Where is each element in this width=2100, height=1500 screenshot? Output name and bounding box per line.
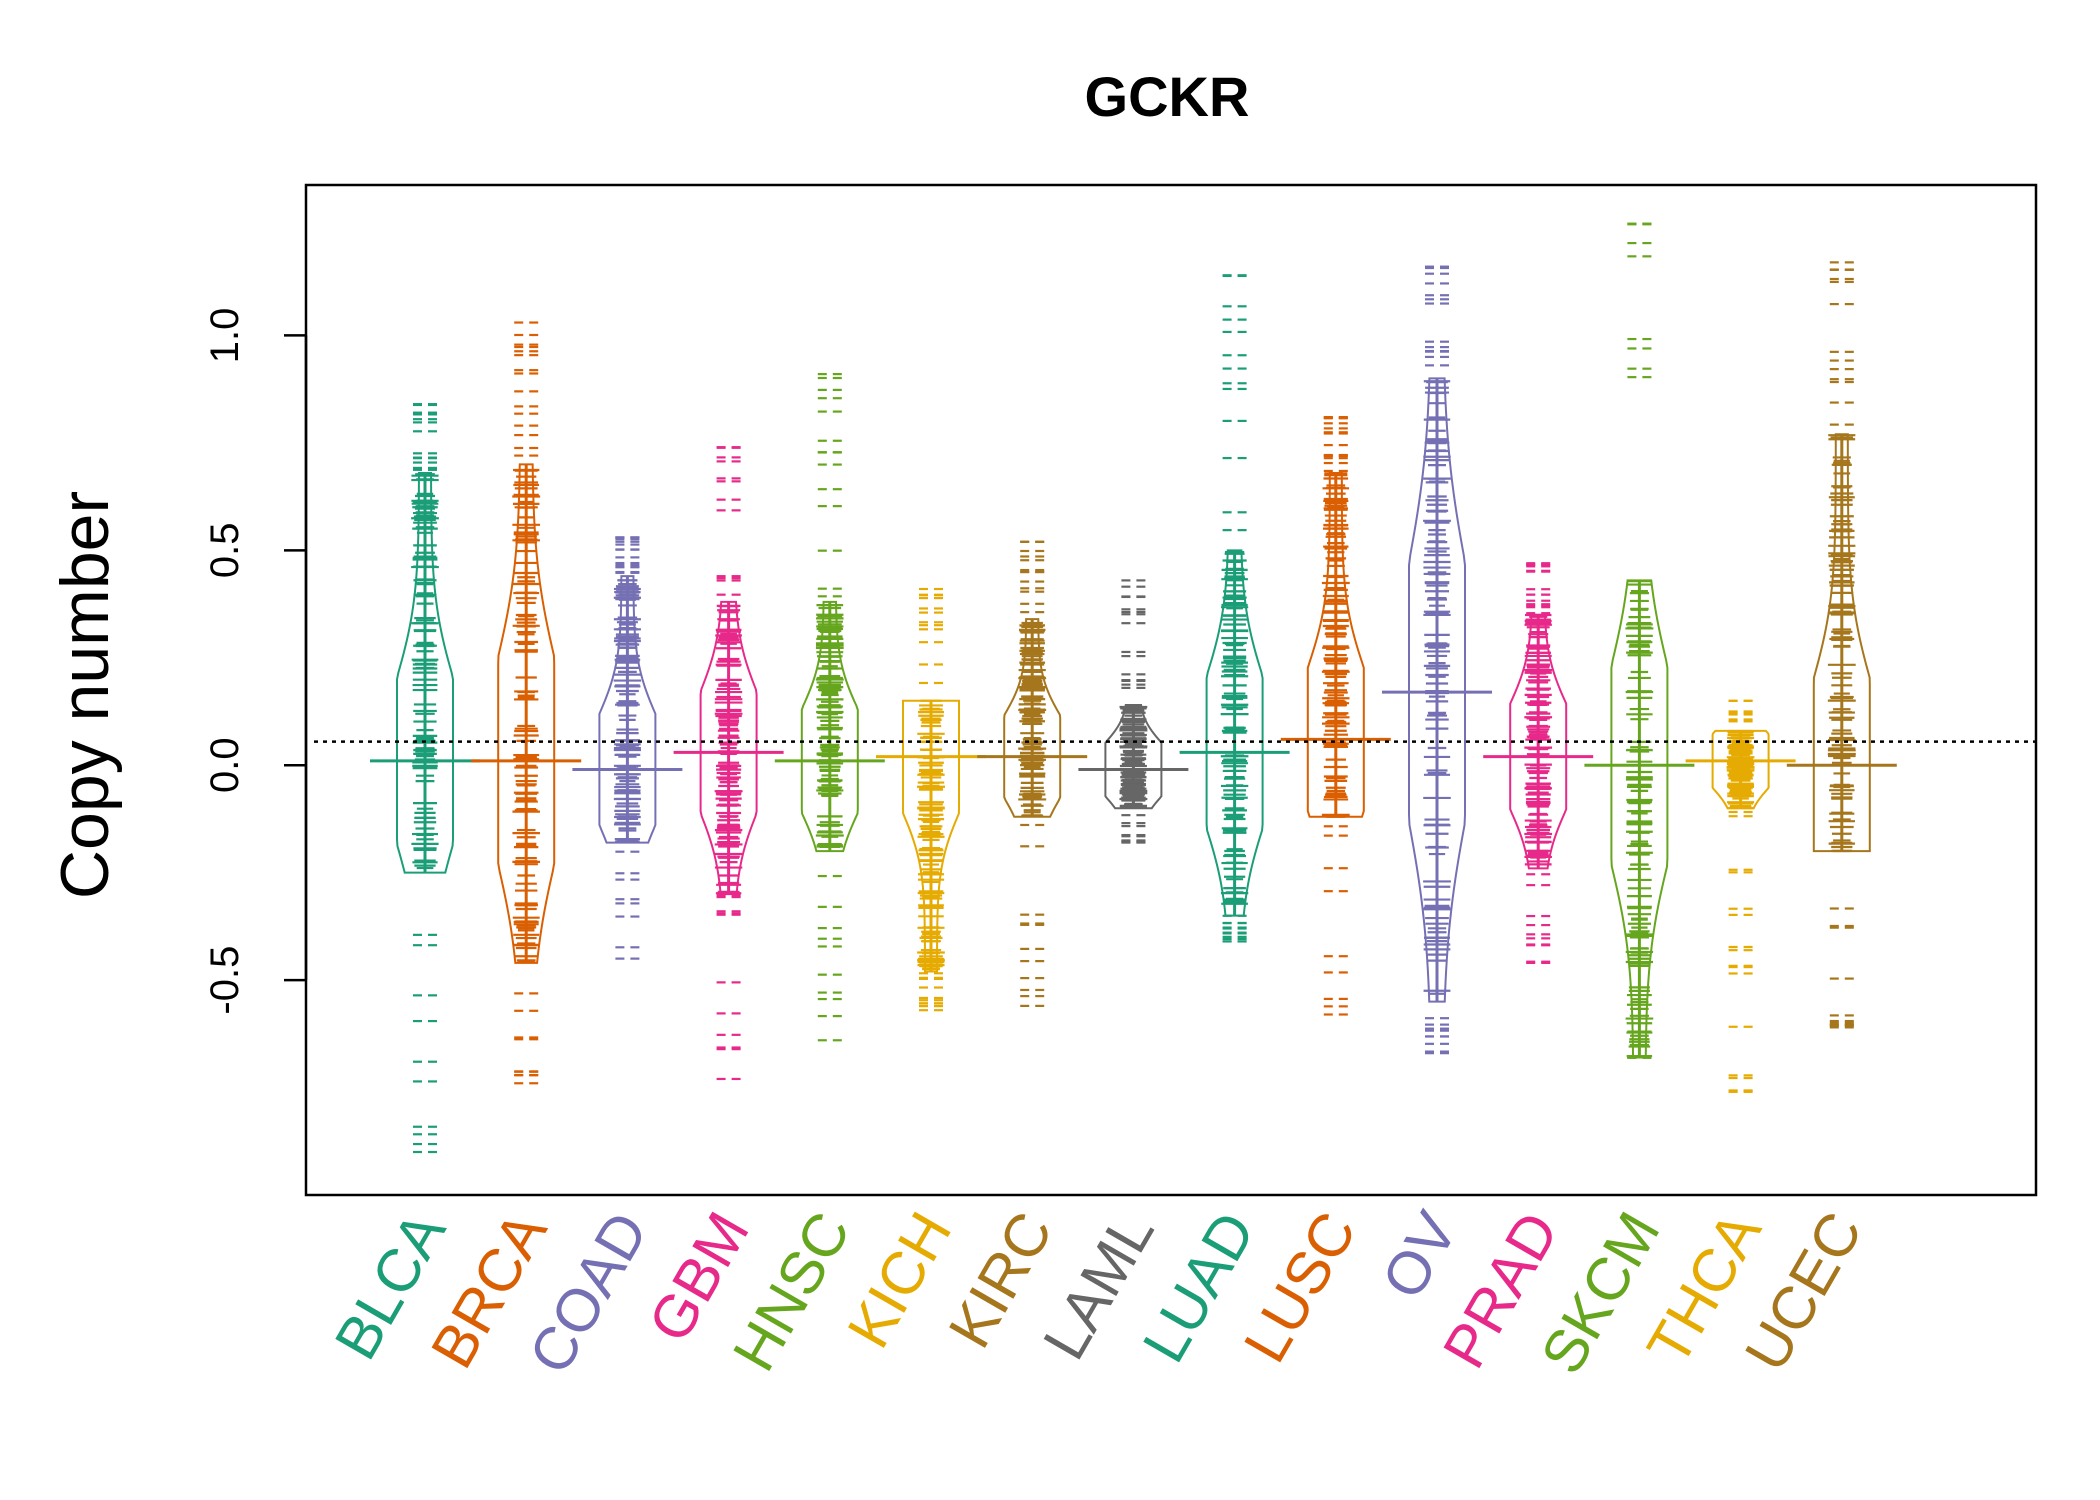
- y-axis-label: Copy number: [47, 491, 123, 899]
- bean-thca: [1685, 699, 1796, 1093]
- bean-luad: [1179, 274, 1290, 943]
- bean-blca: [370, 403, 480, 1154]
- bean-prad: [1483, 562, 1594, 965]
- bean-laml: [1078, 579, 1189, 844]
- bean-kich: [876, 587, 986, 1012]
- x-tick-label-ov: OV: [1369, 1201, 1470, 1310]
- bean-ucec: [1786, 261, 1897, 1029]
- bean-hnsc: [774, 373, 885, 1042]
- bean-coad: [572, 536, 683, 960]
- chart-title: GCKR: [1085, 65, 1250, 128]
- bean-brca: [471, 321, 582, 1085]
- y-tick-label: 0.5: [203, 523, 247, 579]
- beans-layer: [370, 222, 1897, 1154]
- plot-frame: [304, 183, 2038, 1197]
- bean-skcm: [1584, 222, 1695, 1059]
- bean-lusc: [1280, 415, 1391, 1016]
- bean-gbm: [673, 446, 784, 1081]
- bean-ov: [1382, 265, 1492, 1055]
- x-tick-label-kich: KICH: [835, 1201, 965, 1359]
- y-tick-label: 1.0: [203, 308, 247, 364]
- bean-kirc: [977, 540, 1088, 1007]
- y-tick-label: 0.0: [203, 737, 247, 793]
- y-tick-label: -0.5: [203, 946, 247, 1015]
- y-axis: -0.5 0.0 0.5 1.0: [203, 308, 308, 1015]
